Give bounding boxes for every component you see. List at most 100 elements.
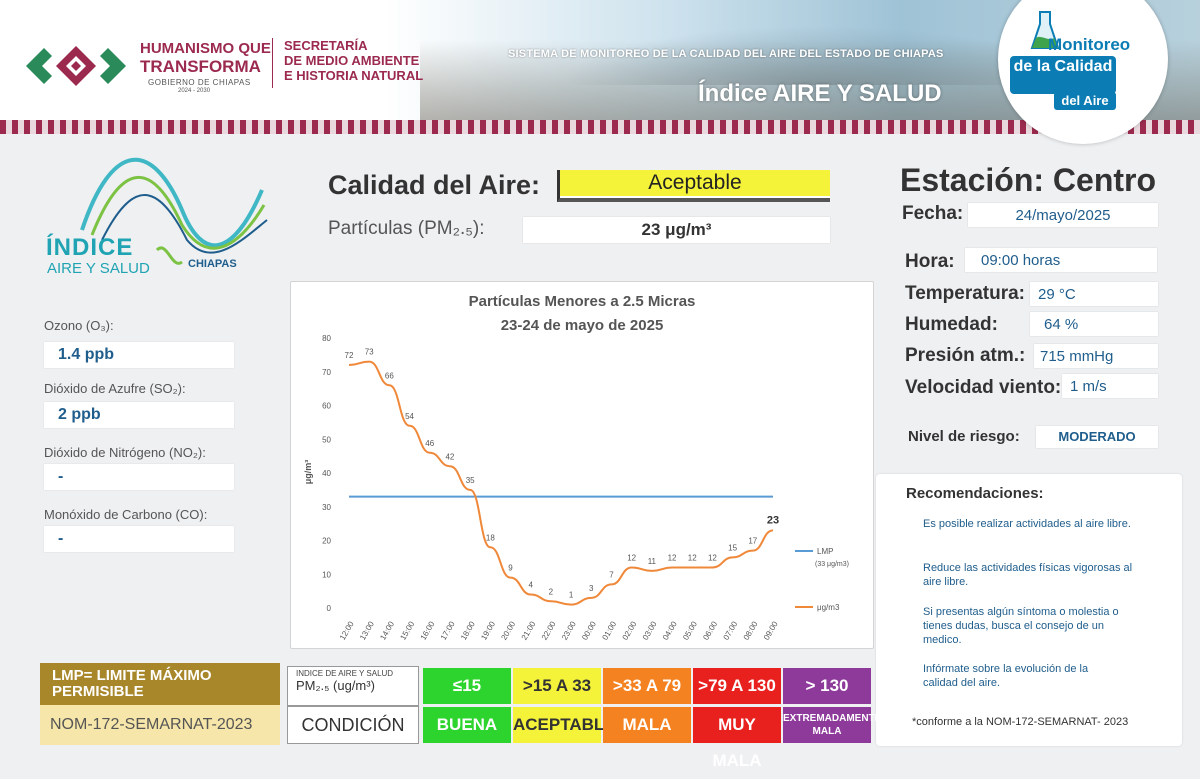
data-label: 17 xyxy=(748,537,757,546)
data-label: 11 xyxy=(648,557,657,566)
calidad-value: Aceptable xyxy=(560,170,830,196)
data-label: 3 xyxy=(589,584,594,593)
recomendacion-item: Es posible realizar actividades al aire … xyxy=(923,518,1131,530)
data-label: 73 xyxy=(365,348,374,357)
data-label: 72 xyxy=(345,351,354,360)
y-tick-label: 40 xyxy=(322,469,331,478)
scale-condition-cell: ACEPTABLE xyxy=(513,707,616,743)
chart-title: Partículas Menores a 2.5 Micras xyxy=(469,293,696,310)
recomendacion-item: Reduce las actividades físicas vigorosas… xyxy=(923,562,1133,588)
pollutant-label-co: Monóxido de Carbono (CO): xyxy=(44,507,208,522)
y-tick-label: 50 xyxy=(322,435,331,444)
data-label: 9 xyxy=(508,564,513,573)
recomendaciones-footnote: *conforme a la NOM-172-SEMARNAT- 2023 xyxy=(912,716,1129,728)
pm-value: 23 μg/m³ xyxy=(523,217,830,243)
chart-card: Partículas Menores a 2.5 Micras 23-24 de… xyxy=(290,281,874,649)
recomendaciones-title: Recomendaciones: xyxy=(906,485,1044,502)
lmp-definition: LMP= LIMITE MÁXIMO PERMISIBLE xyxy=(40,663,280,705)
x-tick-label: 13:00 xyxy=(358,619,376,641)
x-tick-label: 00:00 xyxy=(580,619,598,641)
x-tick-label: 16:00 xyxy=(419,619,437,641)
data-label: 1 xyxy=(569,591,574,600)
gov-line4: 2024 - 2030 xyxy=(178,88,211,94)
indice-logo-waves-icon xyxy=(80,157,268,265)
data-label: 12 xyxy=(627,554,636,563)
viento-value: 1 m/s xyxy=(1062,374,1158,398)
secretaria-line: DE MEDIO AMBIENTE xyxy=(284,53,420,68)
pollutant-label-ozone: Ozono (O₃): xyxy=(44,318,114,333)
pollutant-value-ozone: 1.4 ppb xyxy=(44,342,234,368)
data-label: 54 xyxy=(405,412,414,421)
data-label: 12 xyxy=(668,554,677,563)
data-label: 18 xyxy=(486,533,495,542)
scale-range-cell: ≤15 xyxy=(423,668,511,704)
scale-header-line2: PM₂.₅ (ug/m³) xyxy=(296,678,375,693)
decorative-band xyxy=(0,120,1200,134)
secretaria-name: SECRETARÍA DE MEDIO AMBIENTE E HISTORIA … xyxy=(284,38,423,83)
x-tick-label: 02:00 xyxy=(621,619,639,641)
x-tick-label: 12:00 xyxy=(338,619,356,641)
station-title: Estación: Centro xyxy=(900,162,1157,198)
government-logo-icon xyxy=(26,46,126,86)
x-tick-label: 04:00 xyxy=(661,619,679,641)
legend-lmp-sub: (33 μg/m3) xyxy=(815,561,849,568)
data-label: 7 xyxy=(609,570,614,579)
pm-label: Partículas (PM₂.₅): xyxy=(328,218,485,239)
y-tick-label: 10 xyxy=(322,570,331,579)
legend-series-label: μg/m3 xyxy=(817,603,840,612)
pollutant-value-no2: - xyxy=(44,464,234,490)
scale-range-cell: >15 A 33 xyxy=(513,668,601,704)
y-tick-label: 0 xyxy=(327,604,332,613)
pollutant-value-co: - xyxy=(44,526,234,552)
nom-reference: NOM-172-SEMARNAT-2023 xyxy=(40,705,280,745)
x-tick-label: 08:00 xyxy=(742,619,760,641)
x-tick-label: 03:00 xyxy=(641,619,659,641)
brand-line3: del Aire xyxy=(1054,92,1116,110)
x-tick-label: 23:00 xyxy=(560,619,578,641)
data-label: 35 xyxy=(466,476,475,485)
recomendacion-item: Infórmate sobre la evolución de la calid… xyxy=(923,663,1089,689)
indice-logo-word3: CHIAPAS xyxy=(188,258,237,270)
pm25-series-line xyxy=(348,360,774,606)
y-tick-label: 20 xyxy=(322,537,331,546)
recomendacion-item: Si presentas algún síntoma o molestia o … xyxy=(923,606,1119,646)
scale-condition-cell: EXTREMADAMENTE MALA xyxy=(783,707,881,743)
data-label: 12 xyxy=(708,554,717,563)
x-tick-label: 15:00 xyxy=(399,619,417,641)
data-label: 66 xyxy=(385,371,394,380)
x-tick-label: 19:00 xyxy=(479,619,497,641)
y-tick-label: 70 xyxy=(322,368,331,377)
x-tick-label: 07:00 xyxy=(722,619,740,641)
secretaria-line: E HISTORIA NATURAL xyxy=(284,68,424,83)
flask-icon xyxy=(1030,11,1060,49)
scale-range-cell: >79 A 130 xyxy=(693,668,781,704)
humedad-value: 64 % xyxy=(1030,312,1158,336)
scale-range-cell: > 130 xyxy=(783,668,871,704)
calidad-label: Calidad del Aire: xyxy=(328,170,541,200)
secretaria-line: SECRETARÍA xyxy=(284,38,368,53)
x-tick-label: 01:00 xyxy=(600,619,618,641)
x-tick-label: 21:00 xyxy=(520,619,538,641)
x-tick-label: 06:00 xyxy=(701,619,719,641)
fecha-value: 24/mayo/2025 xyxy=(968,203,1158,227)
scale-range-cell: >33 A 79 xyxy=(603,668,691,704)
condition-header: CONDICIÓN xyxy=(287,706,419,744)
data-label: 2 xyxy=(549,587,554,596)
pollutant-label-no2: Dióxido de Nitrógeno (NO₂): xyxy=(44,445,206,460)
temperatura-label: Temperatura: xyxy=(905,283,1026,304)
x-tick-label: 17:00 xyxy=(439,619,457,641)
y-tick-label: 60 xyxy=(322,402,331,411)
scale-condition-cell: MALA xyxy=(603,707,691,743)
scale-condition-cell: BUENA xyxy=(423,707,511,743)
gov-line1: HUMANISMO QUE xyxy=(140,40,271,57)
scale-header-line1: INDICE DE AIRE Y SALUD xyxy=(296,669,394,678)
x-tick-label: 05:00 xyxy=(681,619,699,641)
data-label: 15 xyxy=(728,543,737,552)
system-title: SISTEMA DE MONITOREO DE LA CALIDAD DEL A… xyxy=(508,48,944,60)
gov-line2: TRANSFORMA xyxy=(140,57,261,76)
hora-value: 09:00 horas xyxy=(965,248,1157,272)
legend-lmp-label: LMP xyxy=(817,547,833,556)
x-tick-label: 22:00 xyxy=(540,619,558,641)
pollutant-value-so2: 2 ppb xyxy=(44,402,234,428)
presion-label: Presión atm.: xyxy=(905,345,1026,366)
